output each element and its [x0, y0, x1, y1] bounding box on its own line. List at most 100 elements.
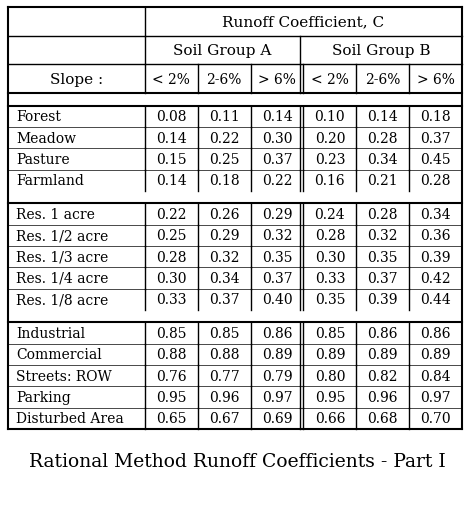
Text: Runoff Coefficient, C: Runoff Coefficient, C — [222, 16, 384, 30]
Text: 0.42: 0.42 — [420, 272, 451, 285]
Text: 0.34: 0.34 — [209, 272, 239, 285]
Text: > 6%: > 6% — [417, 73, 455, 86]
Text: 0.14: 0.14 — [367, 110, 398, 124]
Text: 0.15: 0.15 — [156, 153, 187, 167]
Text: 0.89: 0.89 — [262, 347, 292, 362]
Text: Meadow: Meadow — [16, 131, 76, 145]
Text: Farmland: Farmland — [16, 174, 84, 188]
Text: 0.28: 0.28 — [156, 250, 187, 264]
Text: 0.76: 0.76 — [156, 369, 187, 383]
Text: 0.28: 0.28 — [420, 174, 451, 188]
Text: 0.96: 0.96 — [367, 390, 398, 404]
Text: 0.40: 0.40 — [262, 293, 292, 307]
Text: 0.70: 0.70 — [420, 412, 451, 426]
Text: 0.24: 0.24 — [315, 208, 345, 222]
Text: 0.37: 0.37 — [420, 131, 451, 145]
Text: 0.35: 0.35 — [315, 293, 345, 307]
Text: 0.67: 0.67 — [209, 412, 239, 426]
Text: 0.39: 0.39 — [420, 250, 451, 264]
Text: 0.14: 0.14 — [156, 131, 187, 145]
Text: 0.28: 0.28 — [367, 131, 398, 145]
Text: 0.22: 0.22 — [209, 131, 239, 145]
Text: Pasture: Pasture — [16, 153, 70, 167]
Text: 0.96: 0.96 — [209, 390, 239, 404]
Text: 0.35: 0.35 — [262, 250, 292, 264]
Text: 0.66: 0.66 — [315, 412, 345, 426]
Text: 0.22: 0.22 — [156, 208, 187, 222]
Text: Streets: ROW: Streets: ROW — [16, 369, 112, 383]
Text: 0.79: 0.79 — [262, 369, 292, 383]
Text: 0.35: 0.35 — [367, 250, 398, 264]
Text: 0.32: 0.32 — [262, 229, 292, 243]
Text: 0.08: 0.08 — [156, 110, 187, 124]
Text: 0.18: 0.18 — [209, 174, 239, 188]
Text: Rational Method Runoff Coefficients - Part I: Rational Method Runoff Coefficients - Pa… — [28, 452, 446, 470]
Text: 0.23: 0.23 — [315, 153, 345, 167]
Text: 0.85: 0.85 — [315, 326, 345, 340]
Text: 0.25: 0.25 — [156, 229, 187, 243]
Text: 0.21: 0.21 — [367, 174, 398, 188]
Text: 0.32: 0.32 — [209, 250, 239, 264]
Text: 0.86: 0.86 — [420, 326, 451, 340]
Text: 0.37: 0.37 — [367, 272, 398, 285]
Text: Res. 1 acre: Res. 1 acre — [16, 208, 95, 222]
Text: 0.37: 0.37 — [262, 272, 292, 285]
Text: > 6%: > 6% — [258, 73, 296, 86]
Text: 0.28: 0.28 — [315, 229, 345, 243]
Text: 0.77: 0.77 — [209, 369, 240, 383]
Text: 0.37: 0.37 — [209, 293, 239, 307]
Text: Res. 1/2 acre: Res. 1/2 acre — [16, 229, 108, 243]
Text: 0.10: 0.10 — [315, 110, 345, 124]
Text: 0.86: 0.86 — [367, 326, 398, 340]
Text: Commercial: Commercial — [16, 347, 102, 362]
Text: 0.86: 0.86 — [262, 326, 292, 340]
Text: 0.88: 0.88 — [156, 347, 187, 362]
Text: 0.89: 0.89 — [315, 347, 345, 362]
Text: 0.29: 0.29 — [262, 208, 292, 222]
Text: 0.89: 0.89 — [367, 347, 398, 362]
Text: 0.97: 0.97 — [420, 390, 451, 404]
Text: 0.68: 0.68 — [367, 412, 398, 426]
Text: 0.39: 0.39 — [367, 293, 398, 307]
Text: 0.69: 0.69 — [262, 412, 292, 426]
Text: 0.85: 0.85 — [156, 326, 187, 340]
Text: Soil Group B: Soil Group B — [332, 44, 430, 58]
Text: 0.89: 0.89 — [420, 347, 451, 362]
Text: 0.33: 0.33 — [315, 272, 345, 285]
Text: 0.20: 0.20 — [315, 131, 345, 145]
Text: 0.34: 0.34 — [420, 208, 451, 222]
Text: Soil Group A: Soil Group A — [173, 44, 272, 58]
Text: 0.95: 0.95 — [156, 390, 187, 404]
Text: 0.88: 0.88 — [209, 347, 239, 362]
Text: 0.45: 0.45 — [420, 153, 451, 167]
Text: 0.30: 0.30 — [262, 131, 292, 145]
Text: Slope :: Slope : — [50, 73, 103, 86]
Text: 0.14: 0.14 — [156, 174, 187, 188]
Text: 0.30: 0.30 — [156, 272, 187, 285]
Text: Parking: Parking — [16, 390, 71, 404]
Text: 2-6%: 2-6% — [207, 73, 242, 86]
Text: < 2%: < 2% — [153, 73, 191, 86]
Text: 0.22: 0.22 — [262, 174, 292, 188]
Text: 0.97: 0.97 — [262, 390, 292, 404]
Text: Industrial: Industrial — [16, 326, 85, 340]
Text: 0.85: 0.85 — [209, 326, 239, 340]
Text: 0.16: 0.16 — [315, 174, 345, 188]
Text: 0.26: 0.26 — [209, 208, 239, 222]
Text: 0.32: 0.32 — [367, 229, 398, 243]
Text: 0.14: 0.14 — [262, 110, 292, 124]
Text: 0.28: 0.28 — [367, 208, 398, 222]
Text: 0.33: 0.33 — [156, 293, 187, 307]
Text: Res. 1/3 acre: Res. 1/3 acre — [16, 250, 108, 264]
Text: 0.34: 0.34 — [367, 153, 398, 167]
Text: 0.11: 0.11 — [209, 110, 240, 124]
Text: 0.95: 0.95 — [315, 390, 345, 404]
Text: 0.84: 0.84 — [420, 369, 451, 383]
Text: 0.29: 0.29 — [209, 229, 239, 243]
Text: Forest: Forest — [16, 110, 61, 124]
Text: 0.25: 0.25 — [209, 153, 239, 167]
Text: 0.44: 0.44 — [420, 293, 451, 307]
Text: 0.82: 0.82 — [367, 369, 398, 383]
Text: Res. 1/8 acre: Res. 1/8 acre — [16, 293, 108, 307]
Text: < 2%: < 2% — [311, 73, 349, 86]
